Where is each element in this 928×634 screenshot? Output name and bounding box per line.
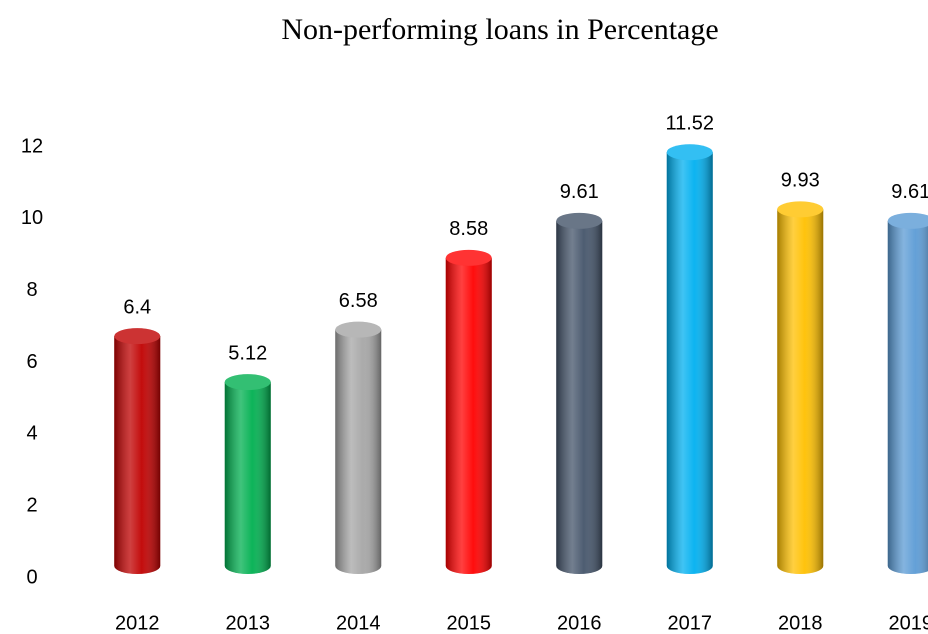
bar <box>556 212 603 575</box>
value-label: 9.93 <box>781 170 820 192</box>
y-tick-label: 4 <box>26 423 37 445</box>
value-label: 9.61 <box>560 181 599 203</box>
x-tick-label: 2017 <box>668 612 713 634</box>
bar <box>114 328 161 574</box>
value-label: 6.4 <box>123 296 151 318</box>
value-label: 9.61 <box>891 181 928 203</box>
x-tick-label: 2012 <box>115 612 160 634</box>
y-tick-label: 2 <box>26 494 37 516</box>
y-tick-label: 8 <box>26 279 37 301</box>
x-tick-label: 2018 <box>778 612 823 634</box>
value-label: 5.12 <box>228 342 267 364</box>
bar <box>777 201 824 574</box>
value-label: 11.52 <box>665 113 714 135</box>
y-tick-label: 6 <box>26 351 37 373</box>
value-label: 8.58 <box>449 218 488 240</box>
y-tick-label: 0 <box>26 566 37 588</box>
bar <box>445 249 492 574</box>
bar <box>887 212 928 574</box>
chart-title: Non-performing loans in Percentage <box>281 13 718 46</box>
y-tick-label: 12 <box>21 135 43 157</box>
x-tick-label: 2014 <box>336 612 381 634</box>
value-label: 6.58 <box>339 290 378 312</box>
x-tick-label: 2016 <box>557 612 602 634</box>
bar <box>335 321 382 574</box>
bar <box>224 374 271 574</box>
x-tick-label: 2019 <box>889 612 928 634</box>
x-tick-label: 2013 <box>226 612 271 634</box>
bar <box>666 144 713 575</box>
x-tick-label: 2015 <box>447 612 492 634</box>
y-tick-label: 10 <box>21 207 43 229</box>
